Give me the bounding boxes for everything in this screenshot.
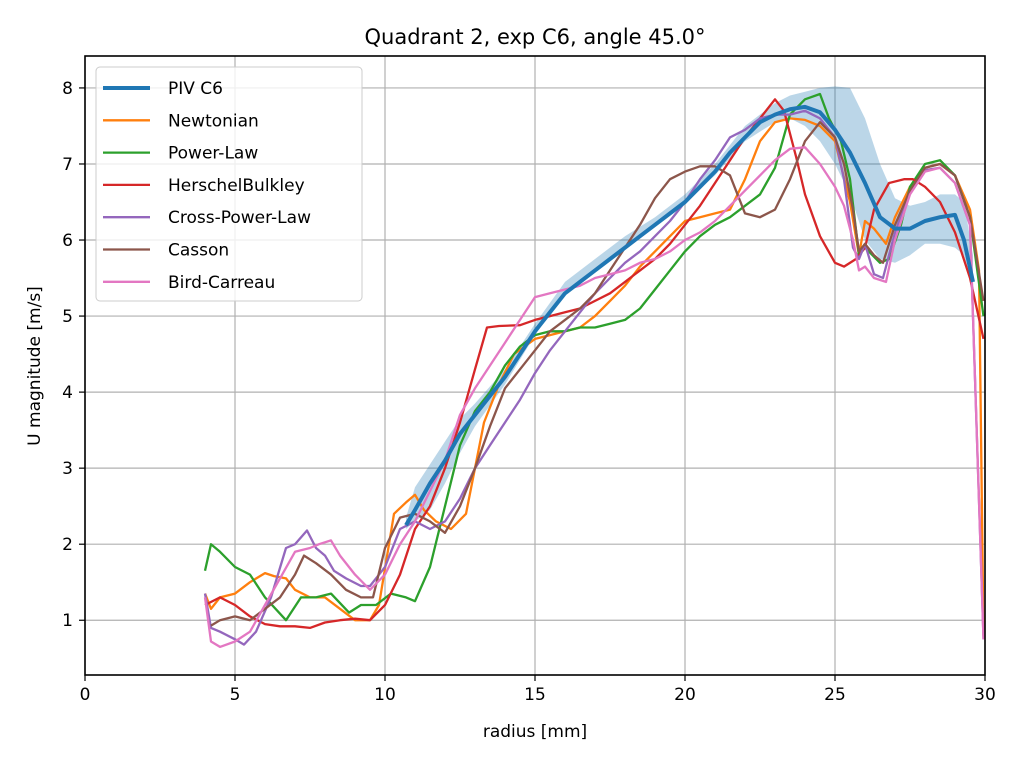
x-tick-label: 10 — [374, 685, 396, 705]
x-tick-label: 30 — [974, 685, 996, 705]
y-ticks: 1 2 3 4 5 6 7 8 — [62, 79, 85, 631]
series-line-piv-c6 — [404, 104, 975, 527]
legend-label: Power-Law — [168, 144, 258, 164]
y-tick-label: 1 — [62, 611, 73, 631]
y-tick-label: 8 — [62, 79, 73, 99]
legend-label: Casson — [168, 241, 229, 261]
legend-label: PIV C6 — [168, 79, 223, 99]
y-tick-label: 7 — [62, 155, 73, 175]
legend-box — [95, 66, 363, 302]
x-tick-label: 0 — [80, 685, 91, 705]
y-axis-label: U magnitude [m/s] — [25, 286, 45, 446]
chart-title: Quadrant 2, exp C6, angle 45.0° — [364, 25, 705, 49]
legend-label: Bird-Carreau — [168, 273, 275, 293]
series-line-casson — [210, 121, 985, 627]
series-line-bird-carreau — [203, 146, 985, 649]
x-tick-label: 5 — [230, 685, 241, 705]
x-axis-label: radius [mm] — [483, 722, 587, 742]
series-layer — [203, 92, 985, 649]
y-tick-label: 6 — [62, 231, 73, 251]
legend-label: Cross-Power-Law — [168, 208, 311, 228]
legend-label: Newtonian — [168, 111, 259, 131]
x-tick-label: 15 — [524, 685, 546, 705]
legend: PIV C6 Newtonian Power-Law HerschelBulkley C… — [95, 66, 363, 302]
legend-label: HerschelBulkley — [168, 176, 305, 196]
y-tick-label: 4 — [62, 383, 73, 403]
y-tick-label: 3 — [62, 459, 73, 479]
x-tick-label: 25 — [824, 685, 846, 705]
x-ticks: 0 5 10 15 20 25 30 — [80, 675, 996, 705]
y-tick-label: 5 — [62, 307, 73, 327]
grid — [84, 56, 986, 675]
x-tick-label: 20 — [674, 685, 696, 705]
y-tick-label: 2 — [62, 535, 73, 555]
